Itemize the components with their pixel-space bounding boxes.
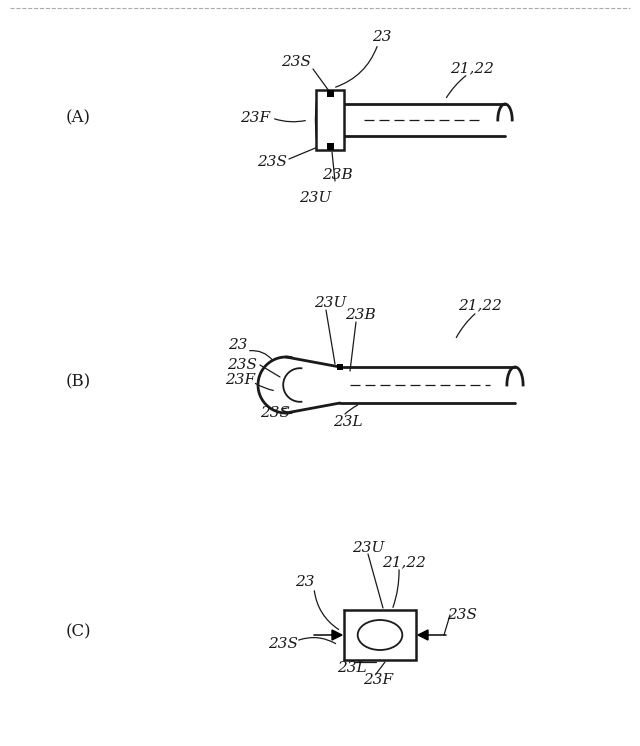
Text: 21,22: 21,22 xyxy=(382,555,426,569)
Text: 23S: 23S xyxy=(281,55,311,69)
Bar xyxy=(316,90,344,150)
Text: (C): (C) xyxy=(65,624,91,641)
Text: 23L: 23L xyxy=(337,661,367,675)
Text: 23F: 23F xyxy=(240,111,270,125)
Bar xyxy=(344,610,416,660)
Text: 23S: 23S xyxy=(447,608,477,622)
Text: 23: 23 xyxy=(228,338,248,352)
Text: 23U: 23U xyxy=(314,296,346,310)
Text: 23B: 23B xyxy=(344,308,376,322)
Text: 23: 23 xyxy=(372,30,392,44)
Text: 23F: 23F xyxy=(363,673,393,687)
Text: 23U: 23U xyxy=(352,541,384,555)
Text: 23F: 23F xyxy=(225,373,255,387)
Text: 23S: 23S xyxy=(227,358,257,372)
Bar xyxy=(326,143,333,150)
Text: 23L: 23L xyxy=(333,415,363,429)
Text: 23U: 23U xyxy=(299,191,331,205)
Text: 23B: 23B xyxy=(322,168,353,182)
Bar xyxy=(326,90,333,97)
Polygon shape xyxy=(332,630,342,640)
Ellipse shape xyxy=(358,620,403,650)
Text: (A): (A) xyxy=(65,110,90,127)
Text: 23S: 23S xyxy=(260,406,290,420)
Text: 23S: 23S xyxy=(268,637,298,651)
Text: (B): (B) xyxy=(65,374,91,390)
Text: 23: 23 xyxy=(295,575,315,589)
Text: 21,22: 21,22 xyxy=(450,61,494,75)
Polygon shape xyxy=(418,630,428,640)
Text: 23S: 23S xyxy=(257,155,287,169)
Bar xyxy=(337,364,343,370)
Text: 21,22: 21,22 xyxy=(458,298,502,312)
